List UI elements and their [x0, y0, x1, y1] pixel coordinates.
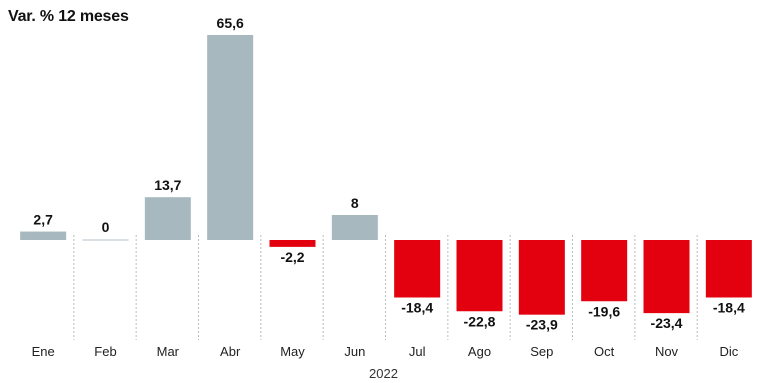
value-label-sep: -23,9 — [526, 317, 558, 333]
bar-mar — [144, 197, 191, 240]
bar-dic — [705, 240, 752, 298]
value-label-dic: -18,4 — [713, 300, 745, 316]
tick-label-dic: Dic — [719, 344, 738, 359]
value-label-jul: -18,4 — [401, 300, 433, 316]
value-label-ene: 2,7 — [33, 212, 53, 228]
bar-ago — [456, 240, 503, 312]
bars — [20, 35, 752, 315]
x-axis-label: 2022 — [369, 366, 398, 381]
tick-label-oct: Oct — [594, 344, 615, 359]
bar-nov — [643, 240, 690, 314]
bar-sep — [518, 240, 565, 315]
tick-label-nov: Nov — [655, 344, 679, 359]
bar-oct — [581, 240, 628, 302]
bar-jun — [331, 215, 378, 240]
tick-label-may: May — [280, 344, 305, 359]
tick-label-sep: Sep — [530, 344, 553, 359]
value-label-jun: 8 — [351, 195, 359, 211]
value-label-mar: 13,7 — [154, 177, 181, 193]
tick-label-jul: Jul — [409, 344, 426, 359]
tick-label-ene: Ene — [32, 344, 55, 359]
value-label-feb: 0 — [102, 219, 110, 235]
bar-abr — [207, 35, 254, 240]
tick-label-abr: Abr — [220, 344, 241, 359]
value-label-nov: -23,4 — [651, 315, 683, 331]
bar-may — [269, 240, 316, 247]
value-labels: 2,7 0 13,7 65,6 -2,2 8 -18,4 -22,8 -23,9 -19,6 -23… — [33, 15, 745, 333]
bar-feb — [82, 239, 129, 241]
tick-label-ago: Ago — [468, 344, 491, 359]
category-tick-labels: Ene Feb Mar Abr May Jun Jul Ago Sep Oct Nov Dic — [32, 344, 739, 359]
tick-label-feb: Feb — [94, 344, 116, 359]
month-separators — [73, 235, 698, 340]
value-label-ago: -22,8 — [464, 313, 496, 329]
bar-ene — [20, 231, 67, 240]
value-label-abr: 65,6 — [217, 15, 244, 31]
value-label-may: -2,2 — [280, 249, 304, 265]
tick-label-jun: Jun — [344, 344, 365, 359]
chart-title: Var. % 12 meses — [8, 8, 129, 25]
value-label-oct: -19,6 — [588, 303, 620, 319]
tick-label-mar: Mar — [157, 344, 180, 359]
bar-jul — [394, 240, 441, 298]
